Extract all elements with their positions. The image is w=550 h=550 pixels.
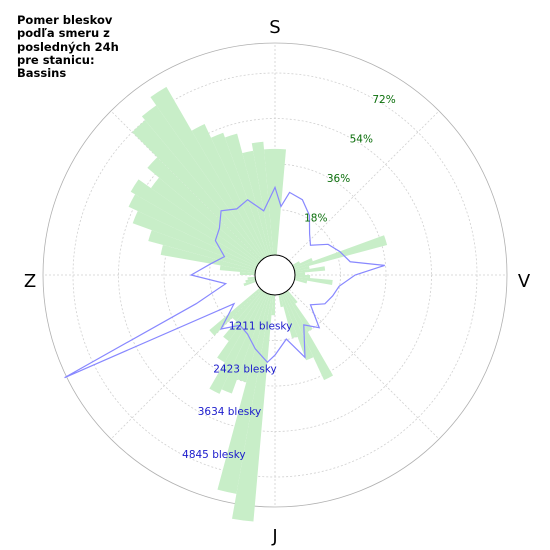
direction-label-V: V (518, 271, 531, 292)
percent-bar (219, 265, 256, 274)
percent-bar (294, 266, 326, 274)
percent-bar (232, 289, 263, 322)
percent-bar (294, 265, 310, 272)
percent-bar (147, 157, 261, 263)
count-tick-label: 3634 blesky (198, 406, 262, 418)
percent-bar (160, 244, 256, 272)
percent-tick-label: 36% (327, 173, 350, 185)
percent-bar (271, 294, 275, 316)
percent-bar (281, 293, 314, 361)
percent-bar (191, 123, 267, 258)
chart-title: Pomer bleskov podľa smeru z posledných 2… (17, 13, 119, 81)
percent-bar (130, 179, 259, 265)
direction-label-J: J (271, 526, 277, 547)
percent-bar (148, 230, 257, 270)
percent-bar (292, 261, 300, 267)
percent-bar (239, 271, 256, 275)
direction-label-Z: Z (24, 271, 36, 292)
percent-bar (286, 290, 298, 304)
percent-bar (251, 141, 274, 256)
percent-bar (264, 148, 275, 256)
direction-label-S: S (269, 17, 280, 38)
percent-bar (128, 194, 258, 267)
percent-bar (275, 148, 286, 256)
percent-bar (283, 292, 334, 381)
percent-bar (232, 294, 274, 522)
inner-circle (254, 254, 296, 296)
percent-bar (294, 278, 308, 284)
percent-bar (221, 293, 269, 394)
percent-bar (223, 290, 264, 342)
grid-radial (110, 288, 262, 440)
percent-bar (294, 272, 306, 275)
percent-bar (132, 120, 263, 261)
grid-radial (288, 288, 440, 440)
percent-bar (217, 294, 272, 494)
percent-tick-label: 18% (304, 212, 327, 224)
percent-bar (242, 150, 272, 256)
percent-bar (141, 105, 264, 260)
count-tick-label: 1211 blesky (229, 321, 293, 333)
percent-bar (247, 276, 256, 280)
percent-bar (209, 287, 261, 336)
count-tick-label: 4845 blesky (182, 449, 246, 461)
percent-bar (285, 291, 313, 332)
percent-bar (278, 294, 284, 308)
percent-bar (224, 133, 270, 257)
percent-bar (280, 293, 298, 339)
percent-bar (237, 293, 270, 383)
percent-bar (294, 276, 333, 286)
count-tick-label: 2423 blesky (213, 363, 277, 375)
percent-tick-label: 54% (350, 133, 373, 145)
percent-tick-label: 72% (372, 94, 395, 106)
percent-bar (132, 210, 257, 269)
percent-bar (294, 275, 311, 279)
percent-bar (209, 292, 267, 394)
percent-bar (150, 177, 260, 264)
percent-bar (210, 132, 269, 257)
percent-bar (150, 86, 265, 259)
outer-circle (42, 42, 508, 508)
grid-radial (288, 110, 440, 262)
grid-circle (163, 163, 387, 387)
percent-bar (293, 258, 313, 269)
percent-bar (243, 280, 257, 287)
percent-bar (245, 278, 256, 283)
count-line (64, 185, 385, 379)
